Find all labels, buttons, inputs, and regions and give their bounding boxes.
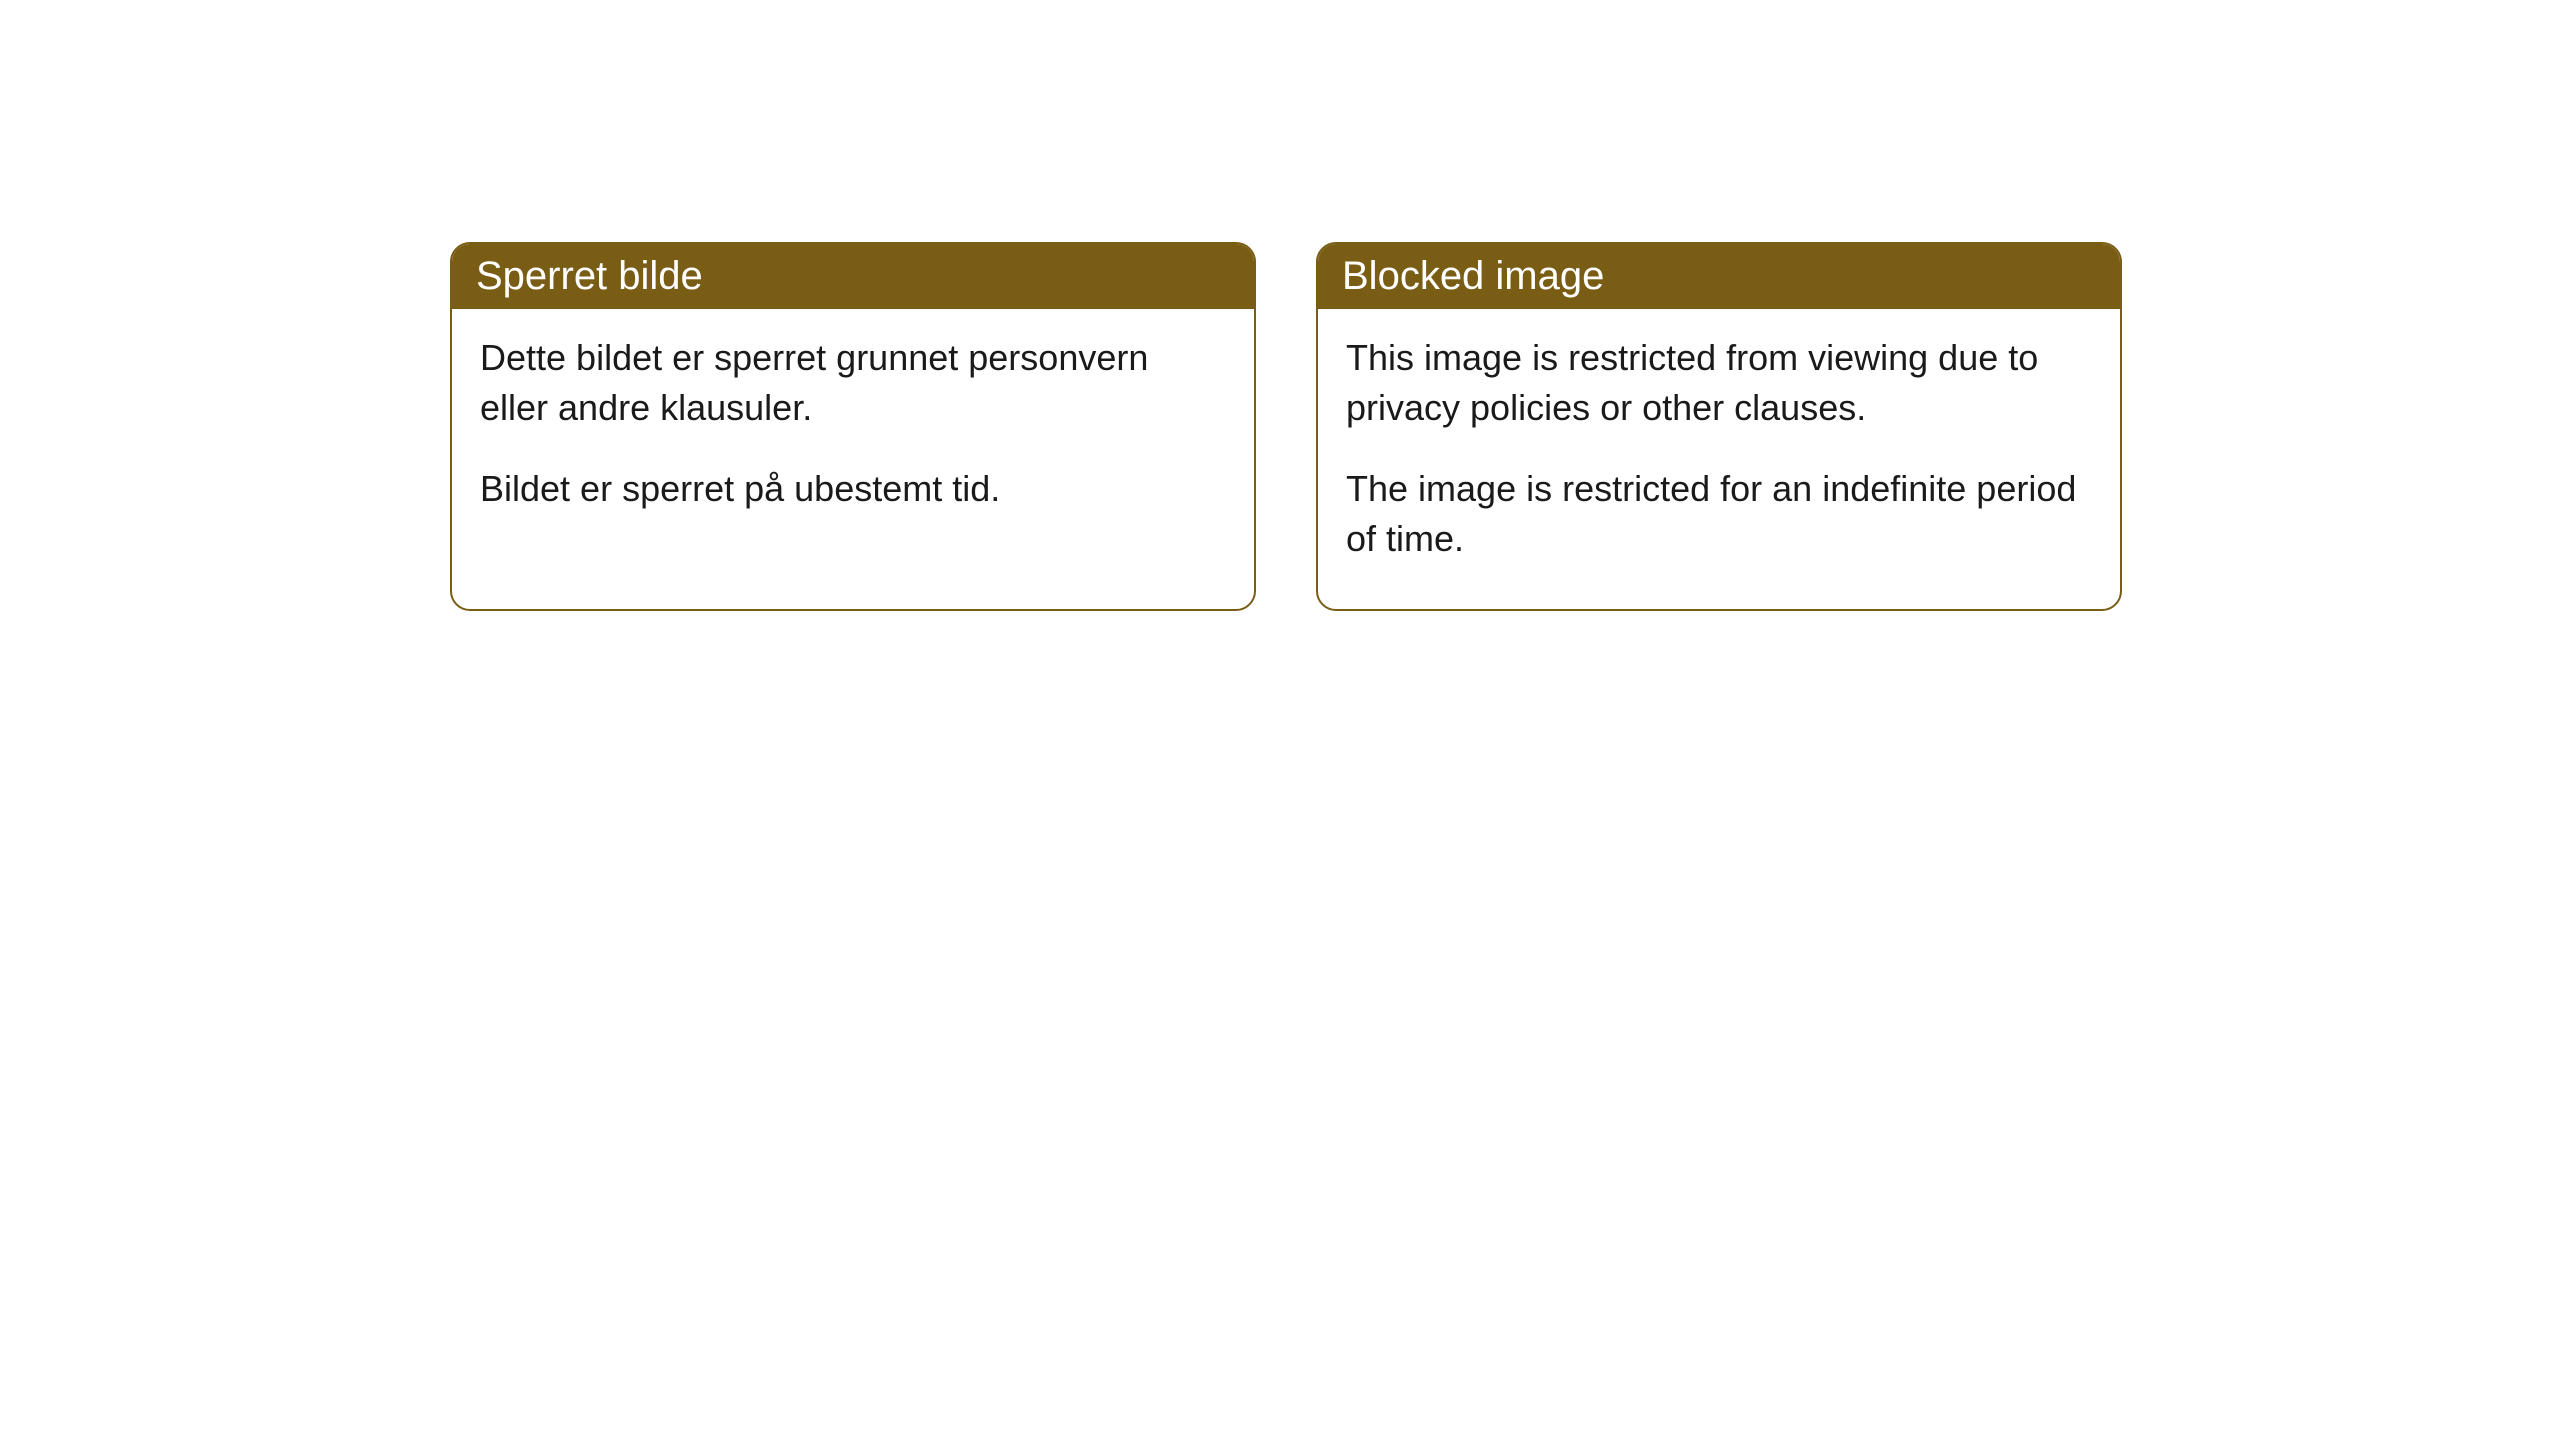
card-body-norwegian: Dette bildet er sperret grunnet personve…: [452, 309, 1254, 558]
card-header-english: Blocked image: [1318, 244, 2120, 309]
card-paragraph: Dette bildet er sperret grunnet personve…: [480, 333, 1226, 434]
card-header-norwegian: Sperret bilde: [452, 244, 1254, 309]
card-paragraph: This image is restricted from viewing du…: [1346, 333, 2092, 434]
notice-card-english: Blocked image This image is restricted f…: [1316, 242, 2122, 611]
card-title: Sperret bilde: [476, 254, 703, 298]
card-paragraph: Bildet er sperret på ubestemt tid.: [480, 464, 1226, 514]
notice-cards-container: Sperret bilde Dette bildet er sperret gr…: [450, 242, 2122, 611]
card-paragraph: The image is restricted for an indefinit…: [1346, 464, 2092, 565]
notice-card-norwegian: Sperret bilde Dette bildet er sperret gr…: [450, 242, 1256, 611]
card-title: Blocked image: [1342, 254, 1604, 298]
card-body-english: This image is restricted from viewing du…: [1318, 309, 2120, 609]
